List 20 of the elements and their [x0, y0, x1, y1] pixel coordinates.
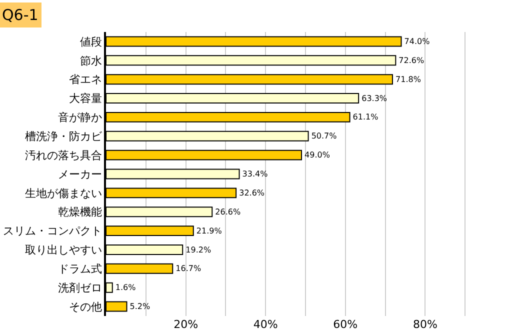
y-tick-label: スリム・コンパクト — [2, 224, 102, 238]
y-tick-label: 槽洗浄・防カビ — [24, 130, 103, 143]
x-tick-label: 20% — [174, 318, 198, 331]
y-tick-label: 生地が傷まない — [24, 186, 102, 200]
y-tick-label: 音が静か — [58, 111, 102, 124]
x-tick-label: 40% — [253, 318, 278, 331]
y-tick-label: 値段 — [80, 35, 102, 48]
y-tick-label: その他 — [68, 300, 102, 314]
y-tick-label: ドラム式 — [58, 262, 102, 276]
x-tick-label: 80% — [412, 318, 438, 331]
y-tick-label: 節水 — [80, 54, 102, 68]
y-tick-label: メーカー — [58, 168, 102, 181]
y-tick-label: 取り出しやすい — [24, 244, 102, 257]
y-tick-label: 省エネ — [68, 73, 102, 86]
y-tick-label: 乾燥機能 — [58, 206, 102, 219]
y-tick-label: 大容量 — [68, 92, 102, 106]
x-tick-label: 60% — [333, 318, 358, 331]
y-tick-label: 洗剤ゼロ — [58, 281, 102, 294]
chart-title: Q6-1 — [2, 6, 38, 24]
y-tick-label: 汚れの落ち具合 — [24, 148, 102, 162]
